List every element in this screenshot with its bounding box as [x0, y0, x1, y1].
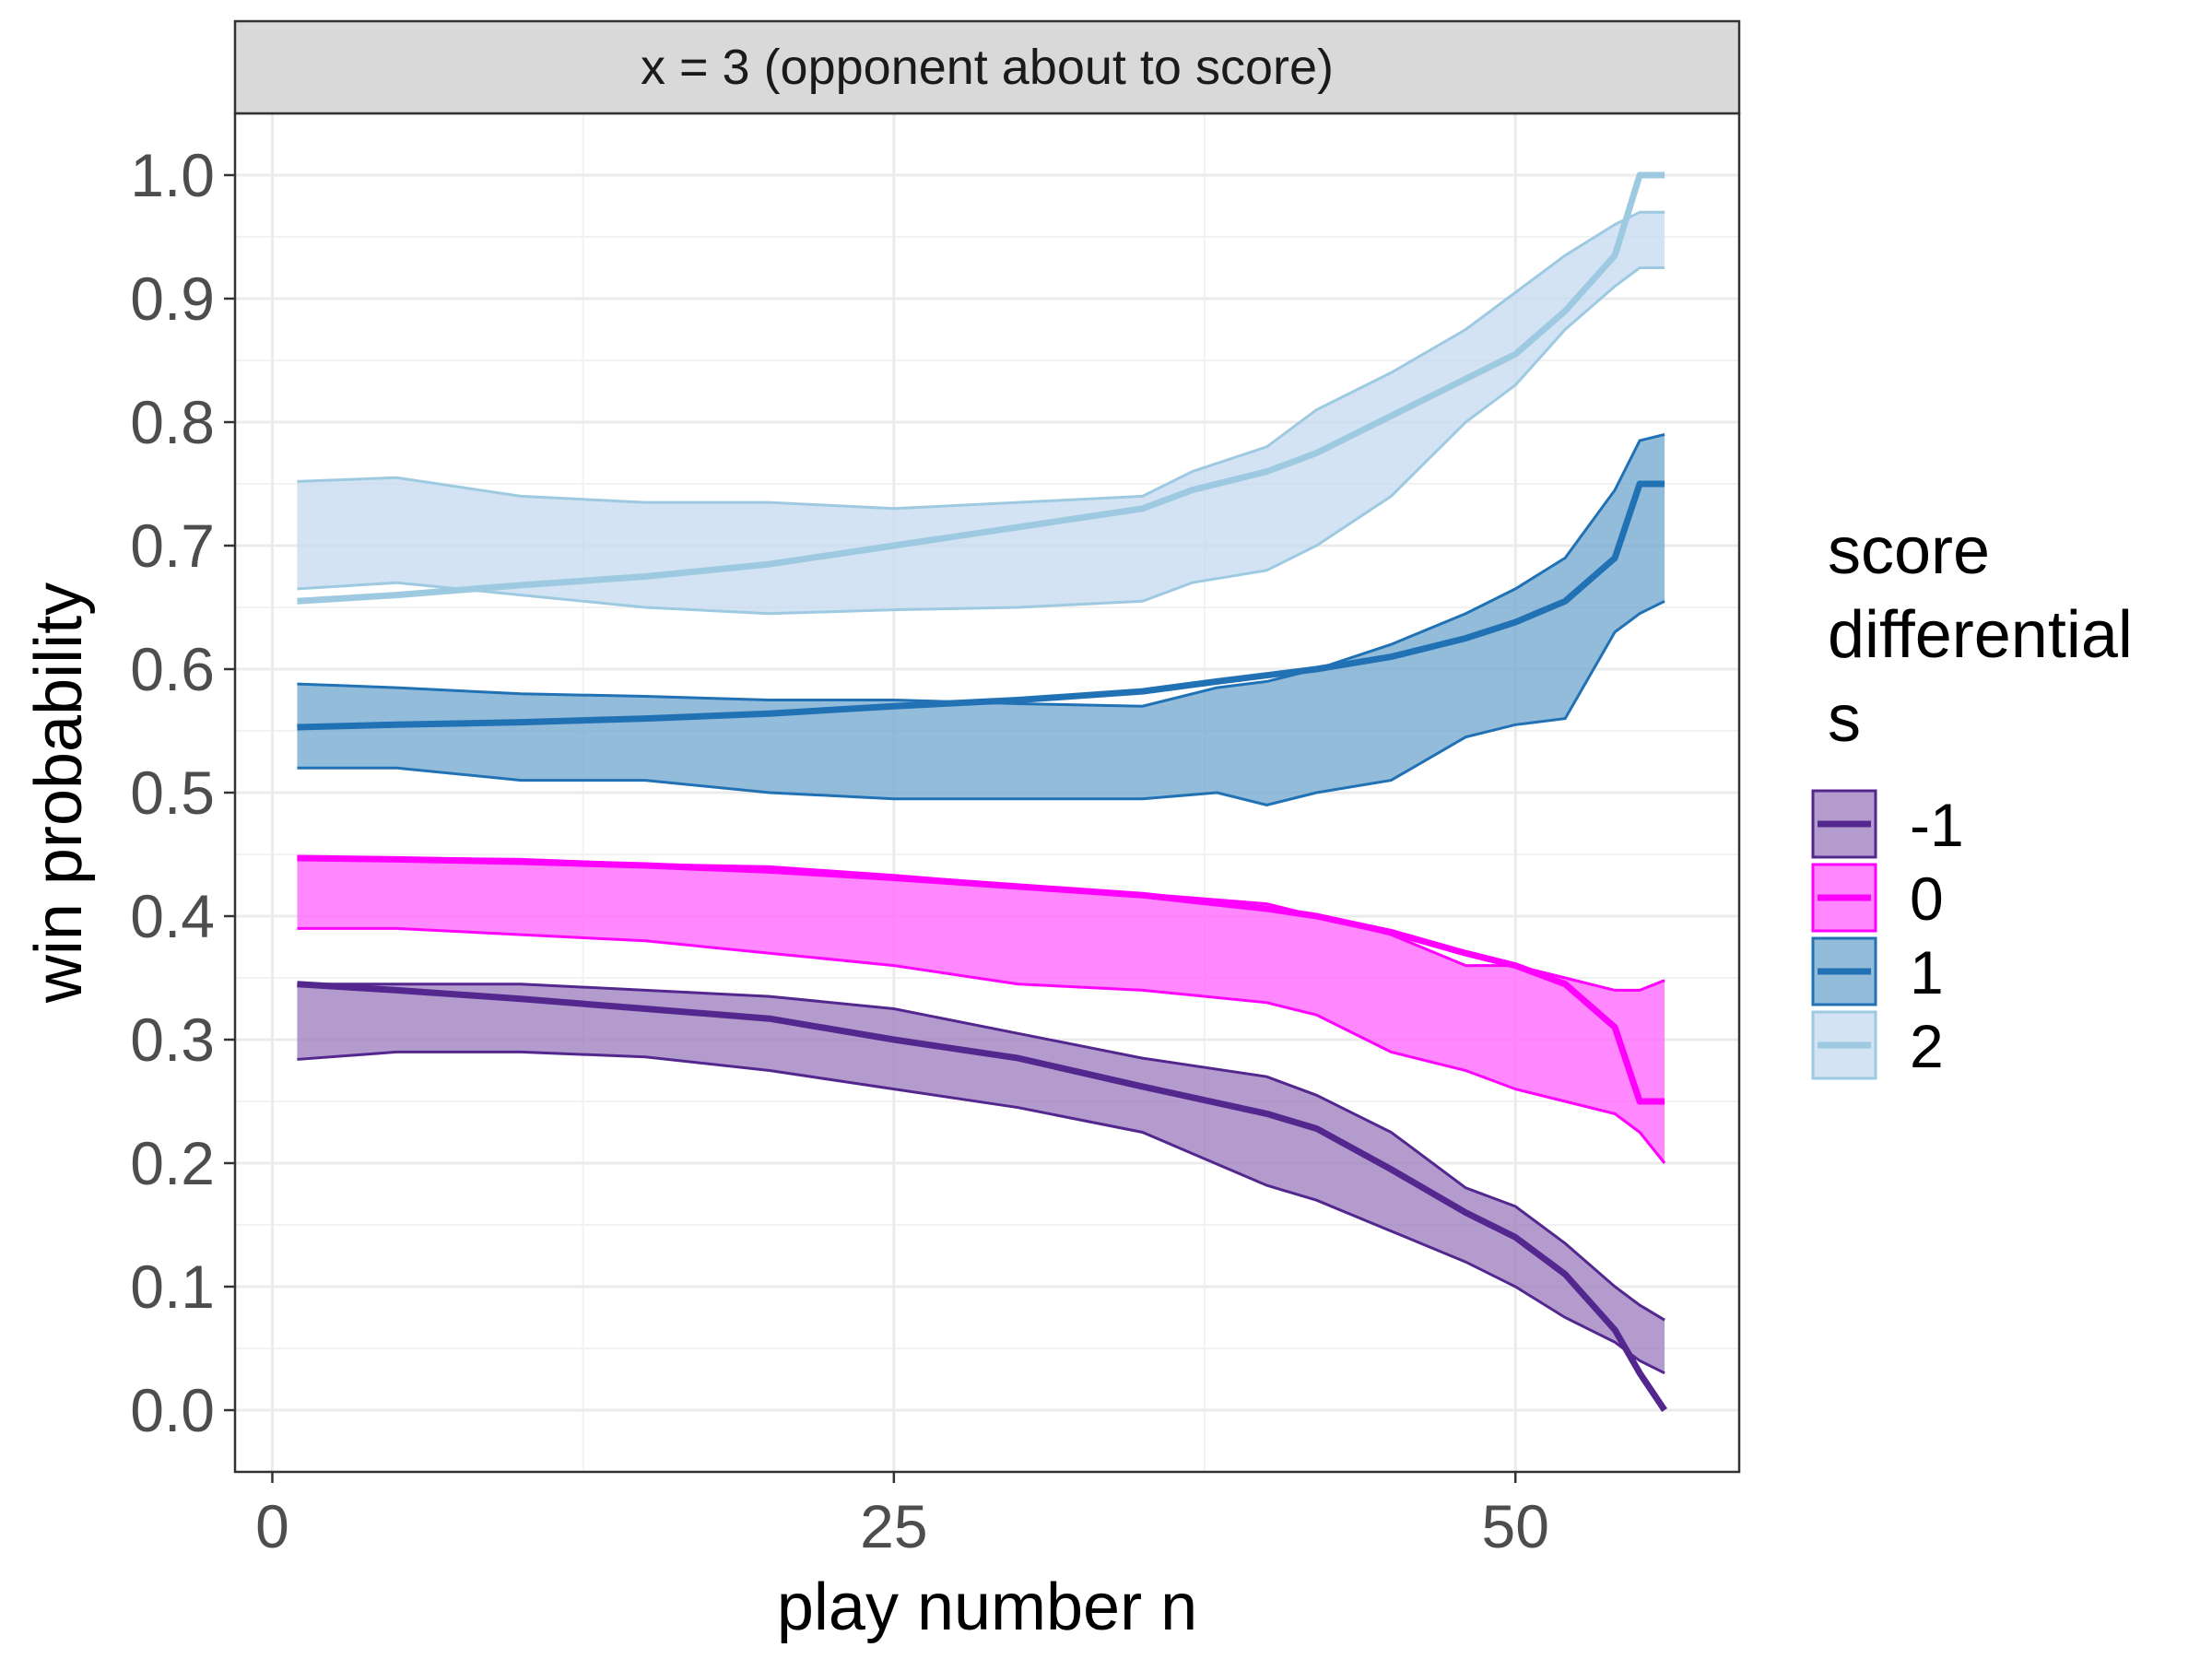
legend-label: -1	[1910, 791, 1964, 859]
y-tick-label: 0.1	[130, 1253, 215, 1321]
band-upper-edge	[297, 982, 1665, 1322]
legend-label: 0	[1910, 865, 1944, 933]
legend-item: -1	[1811, 789, 1964, 859]
series--1	[297, 981, 1667, 1412]
x-tick-label: 50	[1482, 1492, 1549, 1560]
band-lower-edge	[297, 926, 1666, 1164]
y-axis-title: win probability	[22, 582, 96, 1004]
x-axis: 0 25 50	[255, 1472, 1549, 1560]
legend-item: 2	[1811, 1010, 1944, 1080]
legend-label: 1	[1910, 938, 1944, 1006]
plot-area	[297, 171, 1667, 1412]
y-tick-label: 0.0	[130, 1376, 215, 1444]
y-tick-label: 0.4	[130, 882, 215, 950]
y-tick-label: 0.7	[130, 512, 215, 580]
legend-label: 2	[1910, 1012, 1944, 1080]
x-axis-title: play number n	[777, 1571, 1197, 1644]
y-tick-label: 0.6	[130, 635, 215, 703]
y-axis: 0.0 0.1 0.2 0.3 0.4 0.5 0.6 0.7 0.8 0.9 1.0	[130, 141, 235, 1444]
facet-label: x = 3 (opponent about to score)	[641, 40, 1334, 95]
band-upper-edge	[297, 210, 1665, 511]
legend-title: s	[1828, 682, 1861, 756]
x-tick-label: 25	[860, 1492, 927, 1560]
confidence-band	[297, 983, 1665, 1373]
y-tick-label: 0.9	[130, 265, 215, 333]
series-1	[297, 432, 1665, 806]
confidence-band	[297, 434, 1665, 806]
series-line	[297, 854, 1665, 1105]
band-lower-edge	[297, 599, 1665, 806]
x-tick-label: 0	[255, 1492, 289, 1560]
y-tick-label: 0.5	[130, 759, 215, 827]
y-tick-label: 0.8	[130, 388, 215, 456]
band-lower-edge	[297, 1050, 1665, 1375]
facet-strip	[233, 19, 1741, 115]
confidence-band	[297, 856, 1665, 1163]
legend-title: differential	[1828, 598, 2133, 672]
band-upper-edge	[297, 432, 1665, 708]
y-tick-label: 1.0	[130, 141, 215, 209]
series-0	[297, 854, 1666, 1164]
series-2	[297, 171, 1665, 616]
y-tick-label: 0.2	[130, 1129, 215, 1197]
series-line	[297, 171, 1665, 605]
legend-item: 1	[1811, 936, 1944, 1006]
legend-item: 0	[1811, 863, 1944, 933]
legend-title: score	[1828, 514, 1990, 588]
confidence-band	[297, 212, 1665, 614]
y-tick-label: 0.3	[130, 1006, 215, 1074]
band-lower-edge	[297, 266, 1665, 616]
series-line	[297, 480, 1665, 731]
series-line	[297, 981, 1667, 1412]
